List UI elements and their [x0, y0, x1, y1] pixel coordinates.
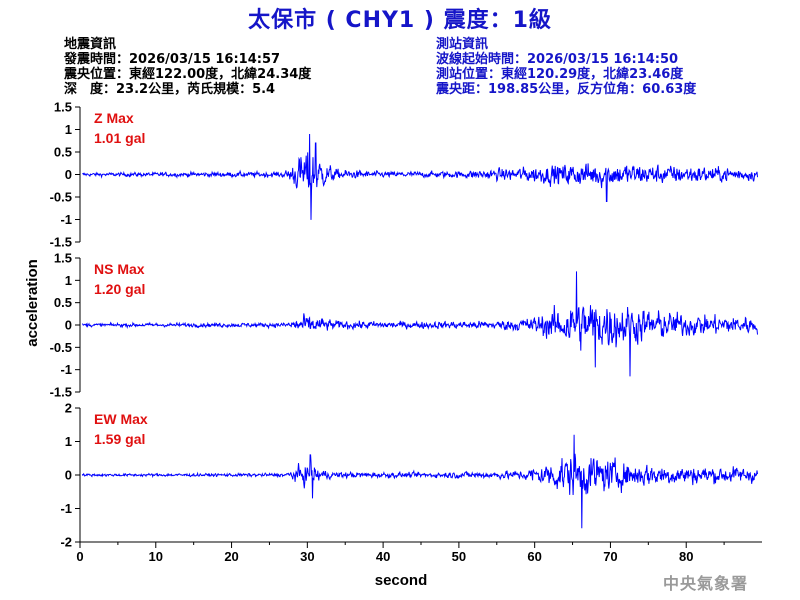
y-tick-label: -1.5 — [50, 385, 72, 400]
y-tick-label: 1.5 — [54, 251, 72, 266]
page-title: 太保市 ( CHY1 ) 震度：1級 — [248, 8, 552, 33]
depth-magnitude: 深 度：23.2公里，芮氏規模：5.4 — [64, 82, 276, 97]
max-label-ns: NS Max — [94, 261, 145, 277]
y-axis-title: acceleration — [24, 259, 41, 347]
y-tick-label: -1 — [60, 212, 72, 227]
x-tick-label: 30 — [300, 549, 314, 564]
station-location: 測站位置：東經120.29度，北緯23.46度 — [436, 67, 684, 82]
max-value-ew: 1.59 gal — [94, 431, 145, 447]
y-tick-label: -0.5 — [50, 190, 72, 205]
origin-time: 發震時間：2026/03/15 16:14:57 — [64, 52, 281, 67]
agency-credit: 中央氣象署 — [662, 574, 748, 593]
y-tick-label: 1 — [65, 122, 72, 137]
epicenter-location: 震央位置：東經122.00度，北緯24.34度 — [64, 67, 312, 82]
y-tick-label: 1 — [65, 273, 72, 288]
distance-azimuth: 震央距：198.85公里，反方位角：60.63度 — [436, 82, 697, 97]
y-tick-label: 1 — [65, 434, 72, 449]
y-tick-label: -1 — [60, 501, 72, 516]
y-tick-label: 1.5 — [54, 100, 72, 115]
station-info-block: 測站資訊 波線起始時間：2026/03/15 16:14:50 測站位置：東經1… — [436, 37, 696, 97]
y-tick-label: 0.5 — [54, 295, 72, 310]
quake-info-block: 地震資訊 發震時間：2026/03/15 16:14:57 震央位置：東經122… — [64, 37, 311, 97]
max-label-ew: EW Max — [94, 411, 148, 427]
x-tick-label: 70 — [603, 549, 617, 564]
x-tick-label: 50 — [452, 549, 466, 564]
x-tick-label: 20 — [224, 549, 238, 564]
x-tick-label: 0 — [76, 549, 83, 564]
waveform-ew — [81, 434, 758, 529]
y-tick-label: -2 — [60, 535, 72, 550]
quake-info-heading: 地震資訊 — [64, 37, 117, 52]
waveform-z — [82, 133, 758, 220]
y-tick-label: 0 — [65, 167, 72, 182]
x-tick-label: 80 — [679, 549, 693, 564]
max-value-ns: 1.20 gal — [94, 281, 145, 297]
y-tick-label: -1.5 — [50, 235, 72, 250]
y-tick-label: 0 — [65, 318, 72, 333]
y-tick-label: -0.5 — [50, 340, 72, 355]
x-tick-label: 10 — [149, 549, 163, 564]
y-tick-label: 2 — [65, 401, 72, 416]
x-axis-title: second — [375, 572, 428, 589]
y-tick-label: 0.5 — [54, 145, 72, 160]
waveform-ns — [81, 271, 758, 377]
max-value-z: 1.01 gal — [94, 130, 145, 146]
y-tick-label: -1 — [60, 362, 72, 377]
max-label-z: Z Max — [94, 110, 134, 126]
x-tick-label: 40 — [376, 549, 390, 564]
station-info-heading: 測站資訊 — [436, 37, 489, 52]
y-tick-label: 0 — [65, 468, 72, 483]
x-tick-label: 60 — [527, 549, 541, 564]
wave-start-time: 波線起始時間：2026/03/15 16:14:50 — [436, 52, 679, 67]
